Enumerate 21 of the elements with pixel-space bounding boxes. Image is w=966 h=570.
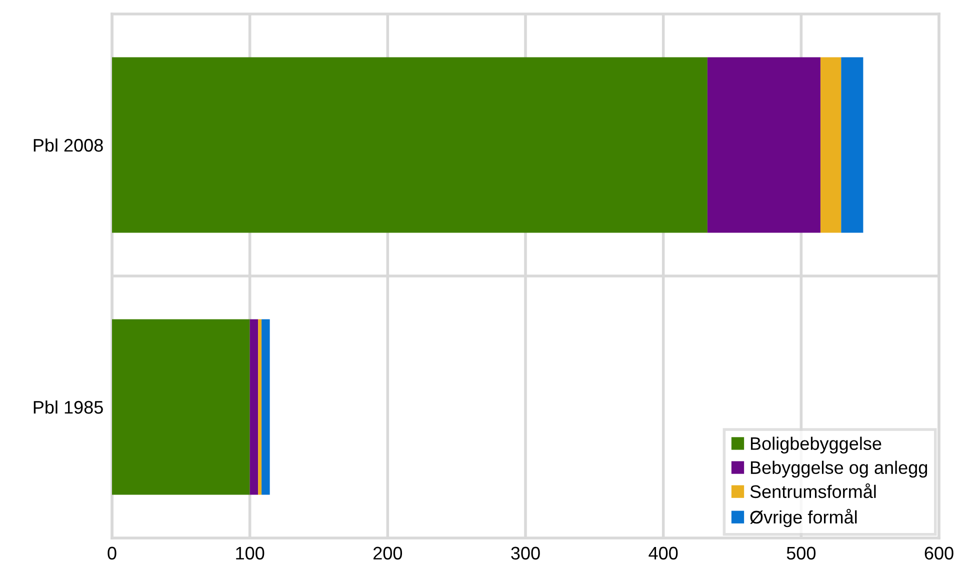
y-tick-label: Pbl 2008	[34, 138, 103, 152]
bar	[820, 57, 842, 233]
bar	[841, 57, 864, 233]
x-tick-label: 500	[786, 546, 816, 560]
x-tick-label: 300	[511, 546, 540, 560]
legend-label: Øvrige formål	[750, 508, 857, 528]
bar	[707, 57, 820, 233]
bar	[250, 319, 258, 495]
x-tick-label: 0	[108, 546, 116, 560]
x-tick-label: 200	[374, 546, 402, 560]
bar	[258, 319, 262, 495]
bar	[112, 319, 250, 495]
bar	[262, 319, 270, 495]
legend-label: Boligbebyggelse	[750, 436, 882, 454]
bar	[112, 57, 708, 233]
x-tick-label: 100	[236, 546, 264, 560]
legend-label: Sentrumsformål	[750, 483, 876, 498]
x-tick-label: 600	[924, 546, 954, 560]
y-tick-label: Pbl 1985	[34, 400, 103, 414]
legend-label: Bebyggelse og anlegg	[750, 460, 928, 478]
x-tick-label: 400	[648, 546, 678, 560]
